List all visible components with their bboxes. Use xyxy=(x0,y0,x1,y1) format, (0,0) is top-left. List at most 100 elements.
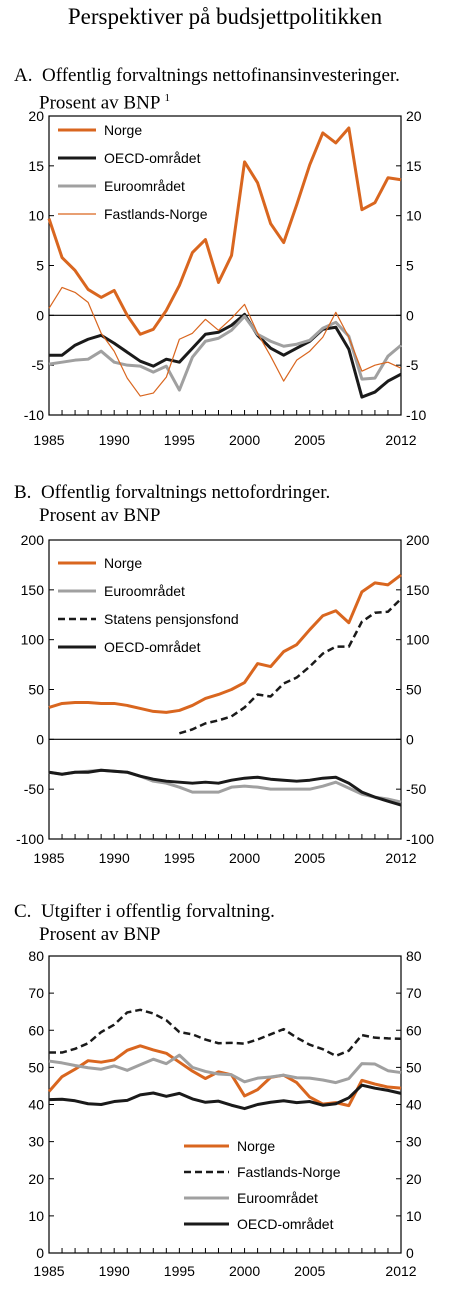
x-tick-label: 2000 xyxy=(229,1263,260,1279)
y-tick-label-left: 150 xyxy=(21,582,45,598)
y-tick-label-left: 10 xyxy=(28,208,44,224)
y-tick-label-left: 0 xyxy=(36,1245,44,1261)
y-tick-label-right: 70 xyxy=(406,985,422,1001)
panel-c-title: C. Utgifter i offentlig forvaltning. Pros… xyxy=(14,900,275,946)
panel-c-subtitle: Prosent av BNP xyxy=(39,924,161,945)
y-tick-label-left: 80 xyxy=(28,948,44,964)
y-tick-label-right: 150 xyxy=(406,582,430,598)
y-tick-label-left: 60 xyxy=(28,1022,44,1038)
legend-label-norge: Norge xyxy=(104,555,142,571)
y-tick-label-right: 60 xyxy=(406,1022,422,1038)
axes: -10 -10 -5 -5 0 0 5 5 10 10 15 15 20 20 1985 1990 1995 20… xyxy=(24,108,427,448)
series-line-oecd-omr-det xyxy=(48,1083,402,1111)
y-tick-label-right: 10 xyxy=(406,208,422,224)
y-tick-label-left: 70 xyxy=(28,985,44,1001)
x-tick-label: 2005 xyxy=(294,1263,325,1279)
legend-label-euroomr-det: Euroområdet xyxy=(104,583,185,599)
y-tick-label-right: -10 xyxy=(406,407,426,423)
legend-label-norge: Norge xyxy=(237,1138,275,1154)
series-line-euroomr-det xyxy=(48,1053,402,1085)
series-line-euroomr-det xyxy=(48,314,402,392)
y-tick-label-left: 0 xyxy=(36,731,44,747)
x-tick-label: 1985 xyxy=(33,432,64,448)
panel-b-title-text: Offentlig forvaltnings nettofordringer. xyxy=(40,482,331,503)
y-tick-label-right: -100 xyxy=(406,831,434,847)
panel-c-letter: C. xyxy=(14,901,32,922)
y-tick-label-right: 5 xyxy=(406,258,414,274)
y-tick-label-left: 15 xyxy=(28,158,44,174)
legend-label-fastlands-norge: Fastlands-Norge xyxy=(237,1164,341,1180)
x-tick-label: 1995 xyxy=(164,1263,195,1279)
y-tick-label-right: 10 xyxy=(406,1208,422,1224)
y-tick-label-left: 50 xyxy=(28,682,44,698)
series-group xyxy=(47,126,402,399)
x-tick-label: 2000 xyxy=(229,850,260,866)
series-group xyxy=(47,1008,402,1111)
legend-label-fastlands-norge: Fastlands-Norge xyxy=(104,206,208,222)
x-tick-label: 1985 xyxy=(33,850,64,866)
series-group xyxy=(48,573,402,807)
y-tick-label-left: 30 xyxy=(28,1134,44,1150)
y-tick-label-left: 10 xyxy=(28,1208,44,1224)
x-tick-label: 2012 xyxy=(385,850,416,866)
y-tick-label-right: 20 xyxy=(406,108,422,124)
legend-label-norge: Norge xyxy=(104,122,142,138)
panel-c-title-text: Utgifter i offentlig forvaltning. xyxy=(40,901,275,922)
y-tick-label-right: 100 xyxy=(406,632,430,648)
y-tick-label-right: 30 xyxy=(406,1134,422,1150)
y-tick-label-left: 100 xyxy=(21,632,45,648)
y-tick-label-left: 40 xyxy=(28,1097,44,1113)
y-tick-label-right: 20 xyxy=(406,1171,422,1187)
y-tick-label-left: -100 xyxy=(16,831,44,847)
figure-title: Perspektiver på budsjettpolitikken xyxy=(67,4,383,29)
series-line-oecd-omr-det xyxy=(49,312,402,399)
y-tick-label-left: -50 xyxy=(24,781,44,797)
y-tick-label-right: 0 xyxy=(406,307,414,323)
legend-label-euroomr-det: Euroområdet xyxy=(104,178,185,194)
axes: -100 -100 -50 -50 0 0 50 50 100 100 150 150 200 200 19… xyxy=(16,532,434,866)
y-tick-label-right: 40 xyxy=(406,1097,422,1113)
y-tick-label-left: 20 xyxy=(28,1171,44,1187)
axes: 0 0 10 10 20 20 30 30 40 40 50 50 60 60 70 70 80 80 1985 19… xyxy=(28,948,421,1279)
y-tick-label-left: -5 xyxy=(32,357,45,373)
y-tick-label-right: 0 xyxy=(406,1245,414,1261)
series-line-fastlands-norge xyxy=(49,1008,402,1058)
x-tick-label: 1995 xyxy=(164,432,195,448)
panel-a-title-text: Offentlig forvaltnings nettofinansinvest… xyxy=(41,65,400,86)
y-tick-label-right: 50 xyxy=(406,1059,422,1075)
legend: Norge Fastlands-Norge Euroområdet OECD-områ… xyxy=(184,1138,341,1232)
legend-label-oecd-omr-det: OECD-området xyxy=(104,150,201,166)
chart-b: -100 -100 -50 -50 0 0 50 50 100 100 150 150 200 200 19… xyxy=(16,532,434,866)
y-tick-label-right: 50 xyxy=(406,682,422,698)
y-tick-label-left: 50 xyxy=(28,1059,44,1075)
y-tick-label-right: 80 xyxy=(406,948,422,964)
x-tick-label: 1990 xyxy=(99,1263,130,1279)
x-tick-label: 2005 xyxy=(294,432,325,448)
series-line-norge xyxy=(47,126,402,336)
legend: Norge Euroområdet Statens pensjonsfond OECD… xyxy=(58,555,239,655)
y-tick-label-left: 5 xyxy=(36,258,44,274)
legend-label-statens-pensjonsfond: Statens pensjonsfond xyxy=(104,611,239,627)
plot-frame xyxy=(48,539,402,840)
x-tick-label: 1985 xyxy=(33,1263,64,1279)
series-line-euroomr-det xyxy=(48,768,402,804)
panel-a-footnote-mark: 1 xyxy=(164,92,170,104)
chart-c: 0 0 10 10 20 20 30 30 40 40 50 50 60 60 70 70 80 80 1985 19… xyxy=(28,948,421,1279)
y-tick-label-right: 200 xyxy=(406,532,430,548)
y-tick-label-left: 200 xyxy=(21,532,45,548)
panel-b-subtitle: Prosent av BNP xyxy=(39,505,161,526)
y-tick-label-right: -50 xyxy=(406,781,426,797)
y-tick-label-left: -10 xyxy=(24,407,44,423)
x-tick-label: 2005 xyxy=(294,850,325,866)
y-tick-label-left: 0 xyxy=(36,307,44,323)
series-line-fastlands-norge xyxy=(48,286,402,397)
chart-a: -10 -10 -5 -5 0 0 5 5 10 10 15 15 20 20 1985 1990 1995 20… xyxy=(24,108,427,448)
y-tick-label-right: 0 xyxy=(406,731,414,747)
panel-a-title: A. Offentlig forvaltnings nettofinansinv… xyxy=(14,64,400,114)
series-line-oecd-omr-det xyxy=(48,768,402,807)
series-line-statens-pensjonsfond xyxy=(179,597,402,735)
series-line-norge xyxy=(48,573,402,714)
x-tick-label: 1990 xyxy=(99,850,130,866)
legend-label-oecd-omr-det: OECD-området xyxy=(104,639,201,655)
x-tick-label: 1990 xyxy=(99,432,130,448)
